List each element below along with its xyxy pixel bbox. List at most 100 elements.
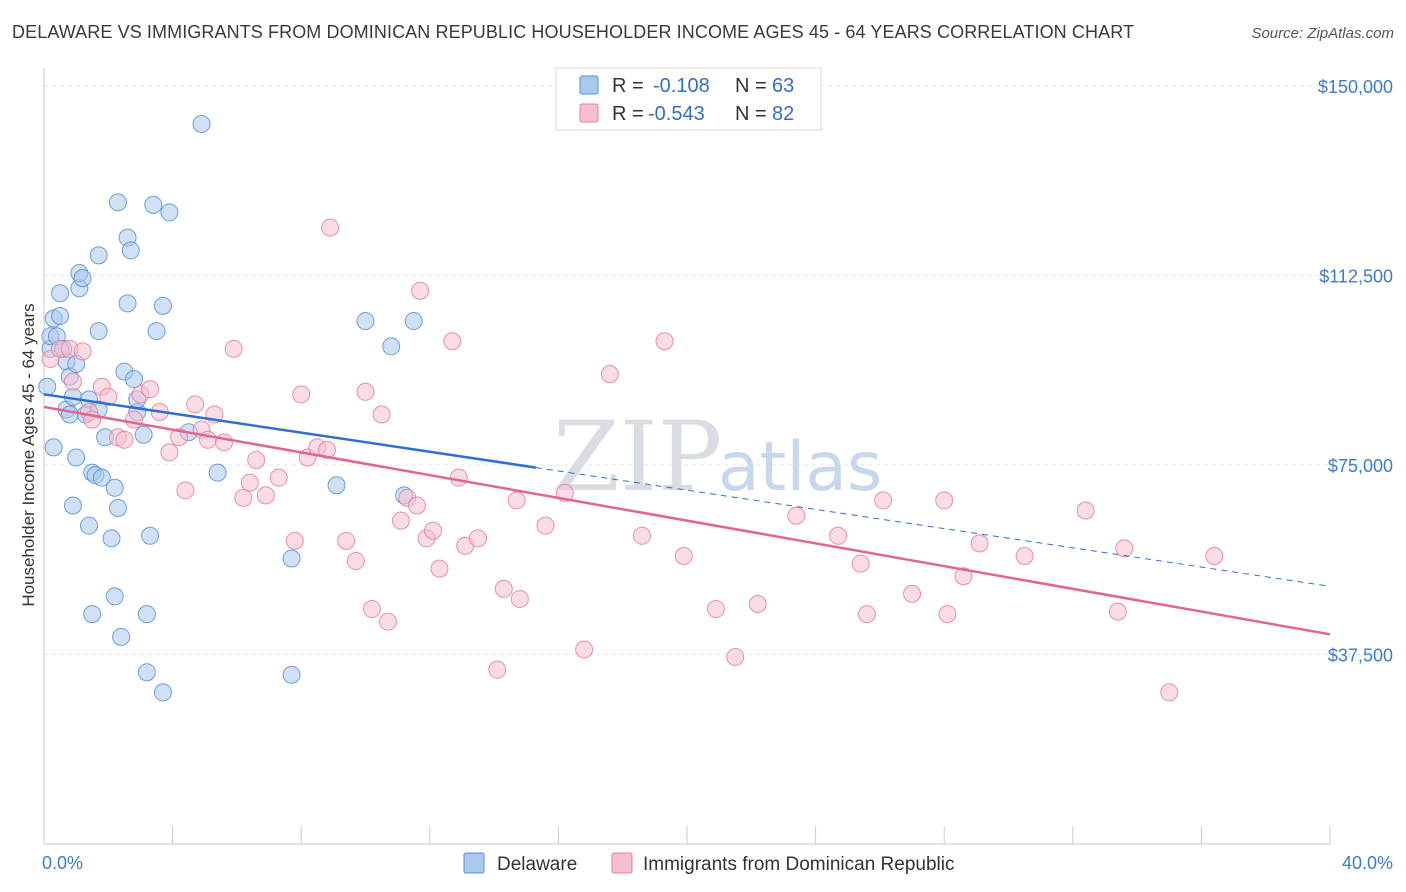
delaware-point <box>80 516 99 535</box>
legend-n-value-1: 63 <box>772 75 794 97</box>
dominican-point <box>337 531 356 550</box>
y-tick-label: $37,500 <box>1328 646 1393 666</box>
delaware-point <box>153 683 172 702</box>
dominican-point <box>575 640 594 659</box>
legend-swatch-delaware <box>579 75 599 95</box>
legend-r-value-2: -0.543 <box>648 103 705 125</box>
dominican-point <box>269 468 288 487</box>
dominican-point <box>379 612 398 631</box>
delaware-point <box>67 448 86 467</box>
delaware-point <box>44 438 63 457</box>
dominican-point <box>449 468 468 487</box>
delaware-point <box>108 193 127 212</box>
delaware-trend-line <box>43 393 537 469</box>
legend-r-label-2: R = <box>612 103 644 125</box>
dominican-point <box>674 547 693 565</box>
delaware-point <box>327 476 346 495</box>
delaware-point <box>160 203 179 222</box>
dominican-point <box>346 552 365 571</box>
dominican-point <box>411 281 430 300</box>
delaware-point <box>63 496 82 515</box>
delaware-point <box>92 468 111 487</box>
delaware-point <box>356 312 375 331</box>
dominican-point <box>247 451 266 469</box>
bottom-legend: Delaware Immigrants from Dominican Repub… <box>463 852 955 875</box>
dominican-point <box>443 332 462 351</box>
delaware-point <box>137 605 156 624</box>
dominican-point <box>1076 501 1095 520</box>
delaware-point <box>282 665 301 684</box>
dominican-point <box>321 218 340 237</box>
dominican-point <box>494 579 513 598</box>
bottom-legend-dominican: Immigrants from Dominican Republic <box>643 854 955 875</box>
dominican-point <box>726 648 745 667</box>
watermark-atlas: atlas <box>718 428 882 507</box>
delaware-point <box>108 499 127 517</box>
dominican-point <box>170 428 189 447</box>
y-axis-label: Householder Income Ages 45 - 64 years <box>19 303 38 606</box>
legend-r-label-1: R = <box>612 75 644 97</box>
dominican-point <box>536 516 555 535</box>
dominican-point <box>1160 683 1179 702</box>
dominican-point <box>430 559 449 578</box>
delaware-point <box>102 529 121 548</box>
dominican-point <box>903 584 922 603</box>
delaware-point <box>83 605 102 624</box>
source-label: Source: ZipAtlas.com <box>1251 25 1394 42</box>
dominican-point <box>256 486 275 505</box>
dominican-point <box>186 395 205 414</box>
delaware-point <box>105 587 124 606</box>
delaware-point <box>51 284 70 303</box>
x-tick-label-min: 0.0% <box>42 853 83 873</box>
legend-n-value-2: 82 <box>772 103 794 125</box>
delaware-point <box>51 307 70 325</box>
dominican-point <box>874 491 893 510</box>
delaware-point <box>382 337 401 356</box>
dominican-point <box>141 380 160 399</box>
dominican-point <box>935 491 954 510</box>
dominican-point <box>706 600 725 619</box>
delaware-point <box>105 478 124 497</box>
dominican-point <box>938 605 957 624</box>
dominican-point <box>954 567 973 586</box>
legend-n-label-2: N = <box>735 103 767 125</box>
dominican-point <box>115 430 134 449</box>
delaware-point <box>38 377 57 396</box>
dominican-point <box>424 521 443 540</box>
delaware-point <box>118 294 137 313</box>
dominican-point <box>469 529 488 548</box>
dominican-point <box>970 534 989 553</box>
delaware-point <box>121 241 140 260</box>
x-tick-labels: 0.0% 40.0% <box>42 853 1393 873</box>
dominican-point <box>372 405 391 424</box>
dominican-point <box>407 496 426 515</box>
dominican-point <box>507 491 526 510</box>
delaware-point <box>153 296 172 315</box>
dominican-point <box>224 339 243 358</box>
delaware-point <box>141 526 160 545</box>
dominican-point <box>1205 547 1224 565</box>
dominican-point <box>510 589 529 608</box>
dominican-point <box>73 342 92 361</box>
watermark: ZIP atlas <box>553 401 882 513</box>
delaware-point <box>134 425 153 444</box>
gridlines <box>44 85 1390 656</box>
dominican-point <box>99 387 118 406</box>
delaware-trend-line-extension <box>535 467 1331 587</box>
dominican-point <box>125 410 144 429</box>
delaware-point <box>89 322 108 341</box>
delaware-point <box>192 115 211 133</box>
x-tick-label-max: 40.0% <box>1342 853 1393 873</box>
delaware-point <box>137 663 156 682</box>
dominican-point <box>632 526 651 545</box>
delaware-point <box>404 312 423 331</box>
legend: R = -0.108 N = 63 R = -0.543 N = 82 <box>555 67 822 131</box>
watermark-zip: ZIP <box>553 401 722 513</box>
dominican-point <box>600 365 619 384</box>
delaware-points <box>38 115 423 702</box>
dominican-point <box>285 531 304 550</box>
dominican-point <box>63 372 82 391</box>
bottom-legend-swatch-dominican <box>611 852 633 874</box>
dominican-point <box>215 433 234 452</box>
